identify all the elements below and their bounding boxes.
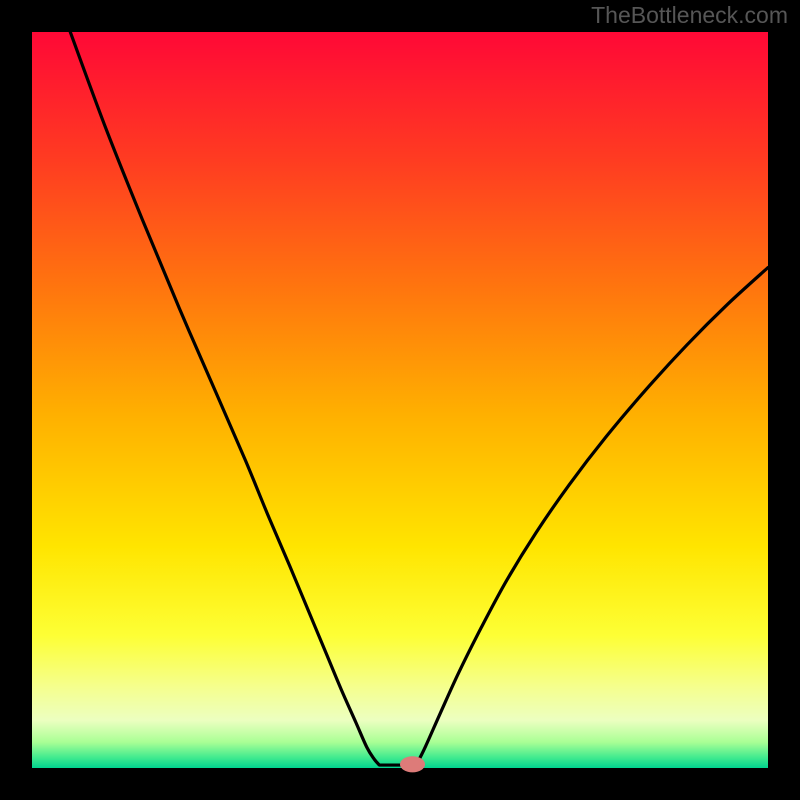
optimal-point-marker [400,756,425,772]
chart-frame: TheBottleneck.com [0,0,800,800]
bottleneck-chart [0,0,800,800]
watermark-text: TheBottleneck.com [591,2,788,29]
gradient-background [32,32,768,768]
